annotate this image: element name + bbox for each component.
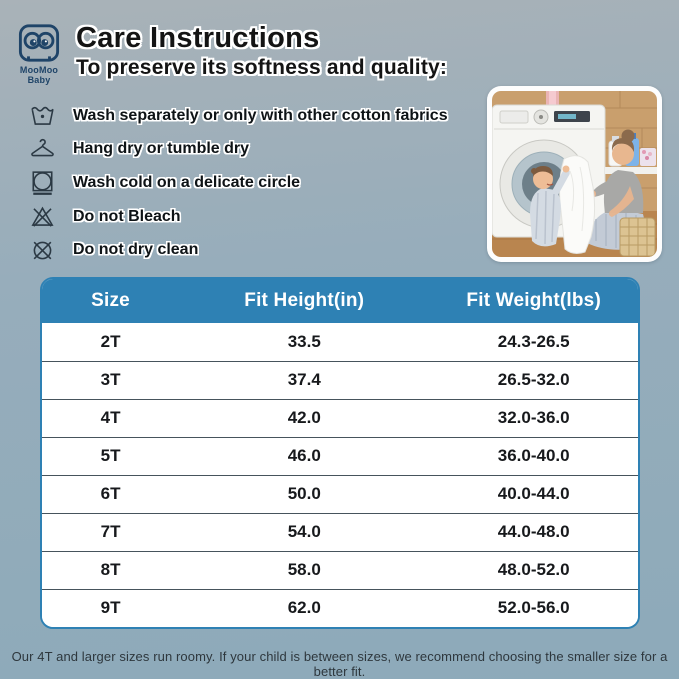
- weight-cell: 32.0-36.0: [429, 398, 638, 437]
- weight-cell: 40.0-44.0: [429, 474, 638, 513]
- height-cell: 62.0: [179, 588, 430, 627]
- owl-logo-icon: [8, 22, 70, 64]
- care-label: Wash cold on a delicate circle: [73, 173, 301, 191]
- laundry-photo: [492, 91, 657, 257]
- weight-cell: 44.0-48.0: [429, 512, 638, 551]
- size-cell: 2T: [42, 323, 180, 361]
- care-item-no-dry-clean: Do not dry clean: [27, 233, 482, 267]
- height-cell: 50.0: [179, 474, 430, 513]
- sizing-note: Our 4T and larger sizes run roomy. If yo…: [11, 649, 668, 679]
- care-item-no-bleach: Do not Bleach: [27, 200, 482, 234]
- care-item-delicate-cycle: Wash cold on a delicate circle: [27, 166, 482, 200]
- size-cell: 6T: [42, 474, 180, 513]
- do-not-bleach-icon: [27, 203, 57, 230]
- hanger-icon: [27, 136, 57, 163]
- weight-cell: 36.0-40.0: [429, 436, 638, 475]
- care-label: Wash separately or only with other cotto…: [73, 106, 448, 124]
- size-cell: 9T: [42, 588, 180, 627]
- care-instructions-list: Wash separately or only with other cotto…: [27, 99, 482, 267]
- weight-cell: 24.3-26.5: [429, 323, 638, 361]
- height-cell: 42.0: [179, 398, 430, 437]
- size-cell: 7T: [42, 512, 180, 551]
- size-chart: Size Fit Height(in) Fit Weight(lbs) 2T 3…: [40, 277, 640, 629]
- care-item-wash-separately: Wash separately or only with other cotto…: [27, 99, 482, 133]
- size-cell: 4T: [42, 398, 180, 437]
- do-not-dry-clean-icon: [27, 237, 57, 264]
- weight-cell: 52.0-56.0: [429, 588, 638, 627]
- page-title: Care Instructions: [76, 22, 320, 54]
- size-cell: 3T: [42, 360, 180, 399]
- page-subtitle: To preserve its softness and quality:: [76, 56, 448, 79]
- size-chart-header-row: Size Fit Height(in) Fit Weight(lbs): [42, 279, 638, 323]
- table-row: 9T 62.0 52.0-56.0: [42, 588, 638, 627]
- column-header-height: Fit Height(in): [179, 279, 430, 323]
- weight-cell: 26.5-32.0: [429, 360, 638, 399]
- column-header-weight: Fit Weight(lbs): [429, 279, 638, 323]
- table-row: 2T 33.5 24.3-26.5: [42, 323, 638, 361]
- care-label: Do not dry clean: [73, 241, 199, 259]
- delicate-cycle-icon: [27, 169, 57, 196]
- height-cell: 54.0: [179, 512, 430, 551]
- column-header-size: Size: [42, 279, 180, 323]
- brand-logo: MooMoo Baby: [8, 22, 70, 85]
- table-row: 4T 42.0 32.0-36.0: [42, 398, 638, 437]
- height-cell: 58.0: [179, 550, 430, 589]
- weight-cell: 48.0-52.0: [429, 550, 638, 589]
- wash-tub-icon: [27, 102, 57, 129]
- size-cell: 5T: [42, 436, 180, 475]
- care-item-hang-dry: Hang dry or tumble dry: [27, 133, 482, 167]
- care-label: Do not Bleach: [73, 207, 181, 225]
- care-label: Hang dry or tumble dry: [73, 140, 250, 158]
- height-cell: 46.0: [179, 436, 430, 475]
- size-cell: 8T: [42, 550, 180, 589]
- table-row: 7T 54.0 44.0-48.0: [42, 512, 638, 551]
- brand-name: MooMoo Baby: [19, 65, 59, 85]
- table-row: 5T 46.0 36.0-40.0: [42, 436, 638, 475]
- table-row: 3T 37.4 26.5-32.0: [42, 360, 638, 399]
- table-row: 6T 50.0 40.0-44.0: [42, 474, 638, 513]
- height-cell: 37.4: [179, 360, 430, 399]
- height-cell: 33.5: [179, 323, 430, 361]
- table-row: 8T 58.0 48.0-52.0: [42, 550, 638, 589]
- laundry-photo-card: [487, 86, 662, 262]
